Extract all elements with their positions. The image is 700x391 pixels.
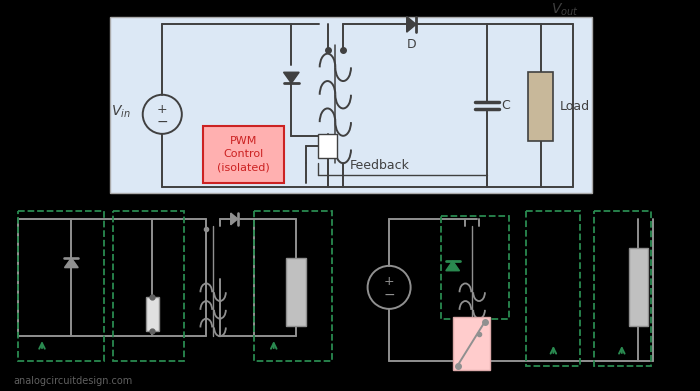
Bar	[113, 211, 184, 361]
Bar	[441, 216, 510, 319]
Polygon shape	[284, 72, 299, 83]
Polygon shape	[231, 213, 238, 225]
Polygon shape	[446, 261, 459, 271]
Bar	[286, 258, 306, 326]
Polygon shape	[64, 258, 78, 267]
Bar	[203, 126, 284, 183]
Text: Feedback: Feedback	[349, 159, 410, 172]
Text: C: C	[502, 99, 510, 112]
Bar	[629, 248, 648, 326]
Text: $V_{in}$: $V_{in}$	[111, 103, 131, 120]
Bar	[526, 211, 580, 366]
Text: D: D	[407, 38, 416, 51]
Text: PWM
Control
(isolated): PWM Control (isolated)	[217, 136, 270, 172]
Bar	[18, 211, 104, 361]
Text: Load: Load	[560, 100, 590, 113]
Text: −: −	[384, 288, 395, 302]
Text: analogcircuitdesign.com: analogcircuitdesign.com	[14, 376, 133, 386]
Text: +: +	[384, 275, 394, 288]
Bar	[528, 72, 554, 141]
Bar	[111, 16, 592, 192]
Text: +: +	[157, 103, 167, 116]
Bar	[453, 317, 490, 370]
Text: $V_{out}$: $V_{out}$	[551, 2, 579, 18]
Text: −: −	[157, 115, 168, 129]
Bar	[594, 211, 651, 366]
Bar	[146, 297, 160, 331]
Bar	[254, 211, 332, 361]
Polygon shape	[407, 16, 416, 32]
Bar	[318, 134, 337, 158]
